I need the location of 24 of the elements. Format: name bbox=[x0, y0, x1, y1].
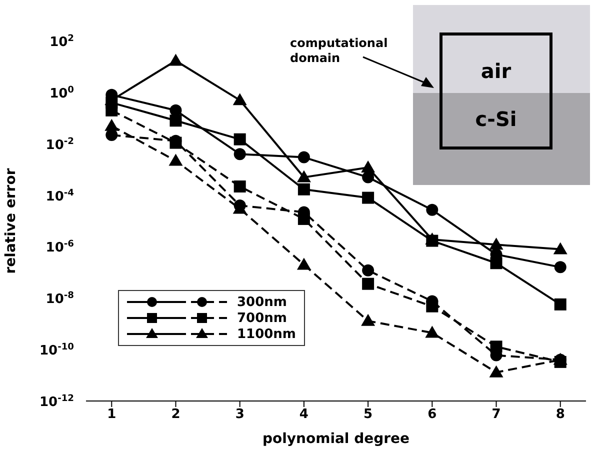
y-tick-label: 10$^{2}$ bbox=[50, 34, 74, 50]
x-tick-label: 4 bbox=[299, 407, 308, 422]
annotation: computational domain bbox=[290, 36, 388, 65]
legend-label: 700nm bbox=[237, 310, 287, 326]
y-tick-label: 10$^{-12}$ bbox=[39, 394, 74, 410]
legend-label: 1100nm bbox=[237, 326, 296, 342]
legend-label: 300nm bbox=[237, 294, 287, 310]
x-tick-label: 3 bbox=[235, 407, 244, 422]
y-tick-label: 10$^{-6}$ bbox=[46, 240, 74, 256]
y-tick-label: 10$^{-4}$ bbox=[46, 188, 74, 204]
y-tick-label: 10$^{-10}$ bbox=[39, 342, 74, 359]
x-tick-label: 6 bbox=[428, 407, 437, 422]
x-tick-label: 7 bbox=[492, 407, 501, 422]
x-tick-label: 2 bbox=[171, 407, 180, 422]
x-axis-title: polynomial degree bbox=[262, 431, 410, 447]
y-tick-label: 10$^{-2}$ bbox=[46, 136, 74, 153]
annotation: c-Si bbox=[475, 107, 517, 131]
x-tick-label: 5 bbox=[364, 407, 373, 422]
x-tick-label: 1 bbox=[107, 407, 116, 422]
annotation: air bbox=[480, 59, 512, 83]
y-tick-label: 10$^{0}$ bbox=[50, 85, 74, 102]
y-axis-title: relative error bbox=[2, 168, 19, 274]
x-tick-label: 8 bbox=[556, 407, 565, 422]
y-tick-label: 10$^{-8}$ bbox=[46, 291, 74, 308]
